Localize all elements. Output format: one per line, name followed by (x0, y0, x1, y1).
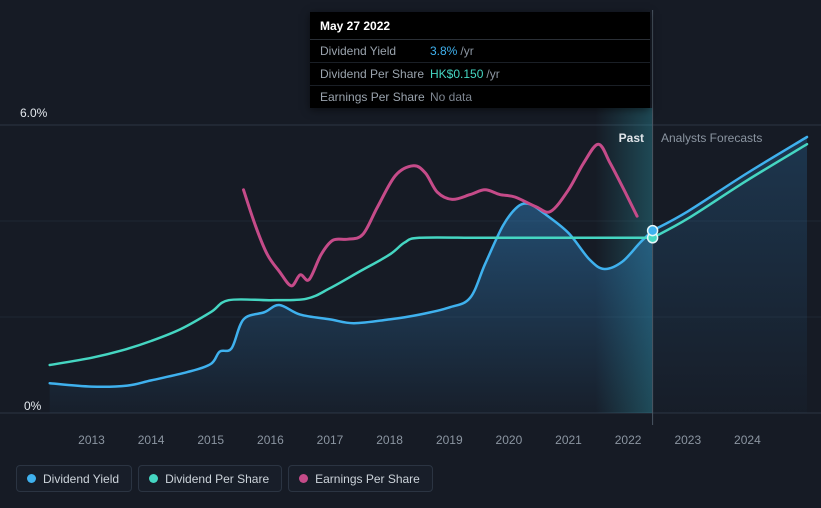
x-tick-label: 2013 (78, 433, 105, 447)
tooltip-value-suffix: /yr (486, 67, 500, 81)
past-label: Past (618, 131, 644, 145)
tooltip-date: May 27 2022 (310, 12, 650, 40)
series-line (242, 142, 639, 288)
x-tick-label: 2020 (496, 433, 523, 447)
tooltip-value-suffix: /yr (460, 44, 474, 58)
series-line (651, 142, 809, 240)
legend-item-dividend-yield[interactable]: Dividend Yield (16, 465, 133, 492)
tooltip-row-earnings-per-share: Earnings Per Share No data (310, 86, 650, 108)
dividend-yield-dot-icon (27, 474, 36, 483)
tooltip-value-number: HK$0.150 (430, 67, 484, 81)
tooltip-row-value: HK$0.150/yr (430, 67, 640, 81)
x-tick-label: 2019 (436, 433, 463, 447)
tooltip-row-value: 3.8%/yr (430, 44, 640, 58)
legend-label: Dividend Per Share (165, 471, 270, 486)
tooltip-value-number: 3.8% (430, 44, 458, 58)
tooltip-row-dividend-yield: Dividend Yield 3.8%/yr (310, 40, 650, 63)
x-tick-label: 2021 (555, 433, 582, 447)
series-line (48, 202, 654, 389)
earnings-per-share-dot-icon (299, 474, 309, 483)
tooltip-row-label: Dividend Yield (320, 44, 397, 58)
series-area (652, 137, 807, 413)
legend-label: Earnings Per Share (315, 471, 420, 486)
legend: Dividend Yield Dividend Per Share Earnin… (16, 465, 433, 492)
series-area (49, 203, 653, 413)
legend-item-dividend-per-share[interactable]: Dividend Per Share (138, 465, 283, 492)
dividend-per-share-dot-icon (149, 474, 159, 483)
y-axis-label-top: 6.0% (20, 106, 48, 120)
tooltip-value-number: No data (430, 90, 473, 104)
chart-canvas[interactable]: 2013 2014 2015 2016 2017 2018 2019 2020 2021 2022… (0, 0, 821, 455)
x-tick-label: 2017 (317, 433, 344, 447)
x-tick-label: 2018 (376, 433, 403, 447)
series-marker[interactable] (646, 224, 659, 237)
series-line (651, 135, 809, 232)
x-tick-label: 2014 (138, 433, 165, 447)
y-axis-label-bottom: 0% (24, 399, 42, 413)
x-tick-label: 2022 (615, 433, 642, 447)
series-line (48, 236, 654, 367)
tooltip-row-value: No data (430, 90, 640, 104)
legend-label: Dividend Yield (43, 471, 120, 486)
analysts-forecasts-label: Analysts Forecasts (661, 131, 763, 145)
tooltip-row-label: Earnings Per Share (320, 90, 425, 104)
x-tick-label: 2015 (197, 433, 224, 447)
tooltip: May 27 2022 Dividend Yield 3.8%/yr Divid… (310, 12, 650, 108)
legend-item-earnings-per-share[interactable]: Earnings Per Share (288, 465, 433, 492)
x-tick-label: 2016 (257, 433, 284, 447)
tooltip-row-label: Dividend Per Share (320, 67, 425, 81)
x-tick-label: 2023 (674, 433, 701, 447)
tooltip-row-dividend-per-share: Dividend Per Share HK$0.150/yr (310, 63, 650, 86)
x-tick-label: 2024 (734, 433, 761, 447)
